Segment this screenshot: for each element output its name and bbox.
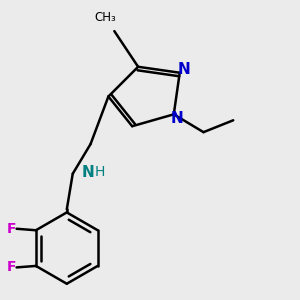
Text: CH₃: CH₃ [94,11,116,24]
Text: F: F [7,260,16,274]
Text: N: N [170,111,183,126]
Text: N: N [82,165,94,180]
Text: F: F [7,222,16,236]
Text: H: H [95,165,105,179]
Text: N: N [178,62,190,77]
